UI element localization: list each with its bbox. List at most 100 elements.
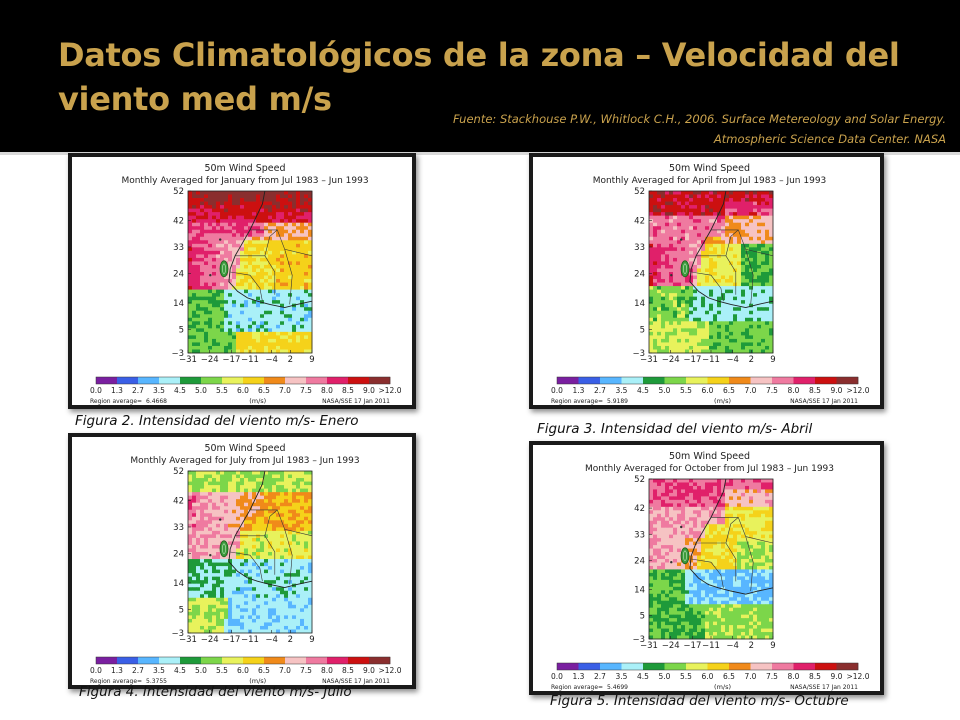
heatmap-cell bbox=[224, 625, 229, 630]
heatmap-cell bbox=[204, 261, 209, 266]
heatmap-cell bbox=[725, 205, 730, 210]
heatmap-cell bbox=[300, 254, 305, 259]
legend-swatch bbox=[159, 377, 181, 384]
source-note: Fuente: Stackhouse P.W., Whitlock C.H., … bbox=[386, 109, 946, 149]
heatmap-cell bbox=[280, 219, 285, 224]
heatmap-cell bbox=[256, 629, 261, 634]
heatmap-cell bbox=[244, 523, 249, 528]
island-marker bbox=[680, 238, 683, 241]
heatmap-cell bbox=[308, 328, 313, 333]
heatmap-cell bbox=[188, 541, 193, 546]
heatmap-cell bbox=[208, 492, 213, 497]
heatmap-cell bbox=[224, 215, 229, 220]
heatmap-cell bbox=[292, 513, 297, 518]
heatmap-cell bbox=[765, 331, 770, 336]
heatmap-cell bbox=[212, 300, 217, 305]
heatmap-cell bbox=[749, 194, 754, 199]
heatmap-cell bbox=[284, 279, 289, 283]
heatmap-cell bbox=[717, 300, 722, 305]
heatmap-cell bbox=[749, 289, 754, 294]
heatmap-cell bbox=[701, 264, 706, 269]
heatmap-cell bbox=[208, 629, 213, 634]
heatmap-cell bbox=[709, 289, 714, 294]
heatmap-cell bbox=[713, 510, 718, 515]
heatmap-cell bbox=[709, 524, 714, 529]
heatmap-cell bbox=[268, 236, 273, 241]
slide-title: Datos Climatológicos de la zona – Veloci… bbox=[58, 36, 900, 118]
heatmap-cell bbox=[276, 222, 281, 227]
heatmap-cell bbox=[292, 576, 297, 581]
heatmap-cell bbox=[665, 317, 670, 322]
heatmap-cell bbox=[208, 261, 213, 266]
heatmap-cell bbox=[228, 587, 233, 592]
heatmap-cell bbox=[260, 513, 265, 518]
heatmap-cell bbox=[228, 544, 233, 549]
heatmap-cell bbox=[292, 555, 297, 560]
heatmap-cell bbox=[304, 194, 309, 199]
heatmap-cell bbox=[272, 289, 277, 294]
heatmap-cell bbox=[284, 509, 289, 514]
heatmap-cell bbox=[753, 513, 758, 518]
heatmap-cell bbox=[733, 247, 738, 252]
heatmap-cell bbox=[264, 349, 269, 354]
heatmap-cell bbox=[693, 506, 698, 511]
heatmap-cell bbox=[296, 314, 301, 319]
heatmap-cell bbox=[220, 226, 225, 231]
heatmap-cell bbox=[665, 321, 670, 326]
heatmap-cell bbox=[721, 198, 726, 202]
heatmap-cell bbox=[252, 488, 257, 493]
heatmap-cell bbox=[284, 604, 289, 609]
heatmap-cell bbox=[709, 282, 714, 287]
heatmap-cell bbox=[761, 489, 766, 494]
heatmap-cell bbox=[669, 303, 674, 308]
heatmap-cell bbox=[264, 481, 269, 486]
legend-swatch bbox=[664, 377, 687, 384]
heatmap-cell bbox=[204, 243, 209, 248]
heatmap-cell bbox=[228, 506, 233, 511]
heatmap-cell bbox=[208, 601, 213, 606]
region-average-label: Region average= bbox=[90, 398, 142, 405]
heatmap-cell bbox=[292, 622, 297, 627]
heatmap-cell bbox=[188, 254, 193, 259]
heatmap-cell bbox=[653, 349, 658, 354]
heatmap-cell bbox=[757, 222, 762, 227]
heatmap-cell bbox=[681, 520, 686, 525]
heatmap-cell bbox=[753, 527, 758, 532]
heatmap-cell bbox=[689, 345, 694, 350]
heatmap-cell bbox=[192, 583, 197, 588]
heatmap-cell bbox=[248, 268, 253, 273]
heatmap-cell bbox=[741, 212, 746, 217]
heatmap-cell bbox=[216, 212, 221, 217]
heatmap-cell bbox=[220, 275, 225, 280]
heatmap-cell bbox=[280, 300, 285, 305]
heatmap-cell bbox=[649, 222, 654, 227]
heatmap-cell bbox=[284, 471, 289, 475]
heatmap-cell bbox=[749, 282, 754, 287]
heatmap-cell bbox=[288, 201, 293, 206]
map-credit: NASA/SSE 17 Jan 2011 bbox=[790, 398, 858, 405]
heatmap-cell bbox=[705, 499, 710, 504]
heatmap-cell bbox=[745, 257, 750, 262]
heatmap-cell bbox=[280, 569, 285, 574]
heatmap-cell bbox=[264, 583, 269, 588]
heatmap-cell bbox=[304, 537, 309, 542]
heatmap-cell bbox=[693, 296, 698, 301]
heatmap-cell bbox=[689, 279, 694, 283]
heatmap-cell bbox=[713, 496, 718, 501]
heatmap-cell bbox=[244, 331, 249, 336]
heatmap-cell bbox=[208, 552, 213, 556]
heatmap-cell bbox=[693, 275, 698, 280]
heatmap-cell bbox=[304, 552, 309, 556]
heatmap-cell bbox=[280, 296, 285, 301]
heatmap-cell bbox=[196, 314, 201, 319]
heatmap-cell bbox=[296, 625, 301, 630]
x-tick-label: −31 bbox=[640, 355, 658, 365]
heatmap-cell bbox=[240, 300, 245, 305]
heatmap-cell bbox=[677, 272, 682, 276]
heatmap-cell bbox=[725, 503, 730, 508]
heatmap-cell bbox=[196, 541, 201, 546]
heatmap-cell bbox=[693, 236, 698, 241]
heatmap-cell bbox=[220, 345, 225, 350]
heatmap-cell bbox=[288, 233, 293, 238]
heatmap-cell bbox=[200, 566, 205, 571]
